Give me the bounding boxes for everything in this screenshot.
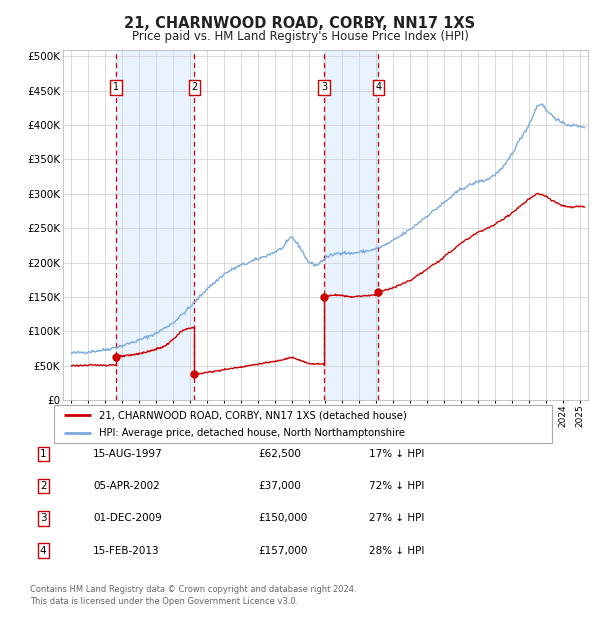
Text: 4: 4 xyxy=(375,82,382,92)
Text: 15-FEB-2013: 15-FEB-2013 xyxy=(93,546,160,556)
Text: 27% ↓ HPI: 27% ↓ HPI xyxy=(369,513,424,523)
Text: 28% ↓ HPI: 28% ↓ HPI xyxy=(369,546,424,556)
Text: 72% ↓ HPI: 72% ↓ HPI xyxy=(369,481,424,491)
Text: 3: 3 xyxy=(40,513,47,523)
Text: 21, CHARNWOOD ROAD, CORBY, NN17 1XS: 21, CHARNWOOD ROAD, CORBY, NN17 1XS xyxy=(124,16,476,31)
Text: £62,500: £62,500 xyxy=(258,449,301,459)
Text: 17% ↓ HPI: 17% ↓ HPI xyxy=(369,449,424,459)
Text: 2: 2 xyxy=(40,481,47,491)
Text: 01-DEC-2009: 01-DEC-2009 xyxy=(93,513,162,523)
Text: Contains HM Land Registry data © Crown copyright and database right 2024.: Contains HM Land Registry data © Crown c… xyxy=(30,585,356,594)
Text: 3: 3 xyxy=(321,82,327,92)
Text: 2: 2 xyxy=(191,82,197,92)
Text: 21, CHARNWOOD ROAD, CORBY, NN17 1XS (detached house): 21, CHARNWOOD ROAD, CORBY, NN17 1XS (det… xyxy=(99,410,407,420)
Text: £37,000: £37,000 xyxy=(258,481,301,491)
Text: This data is licensed under the Open Government Licence v3.0.: This data is licensed under the Open Gov… xyxy=(30,597,298,606)
Text: HPI: Average price, detached house, North Northamptonshire: HPI: Average price, detached house, Nort… xyxy=(99,428,405,438)
Bar xyxy=(324,50,379,400)
Bar xyxy=(116,50,194,400)
Text: Price paid vs. HM Land Registry's House Price Index (HPI): Price paid vs. HM Land Registry's House … xyxy=(131,30,469,43)
Text: 05-APR-2002: 05-APR-2002 xyxy=(93,481,160,491)
Text: 15-AUG-1997: 15-AUG-1997 xyxy=(93,449,163,459)
Text: £150,000: £150,000 xyxy=(258,513,307,523)
Text: 4: 4 xyxy=(40,546,47,556)
Text: 1: 1 xyxy=(113,82,119,92)
Text: £157,000: £157,000 xyxy=(258,546,307,556)
Text: 1: 1 xyxy=(40,449,47,459)
